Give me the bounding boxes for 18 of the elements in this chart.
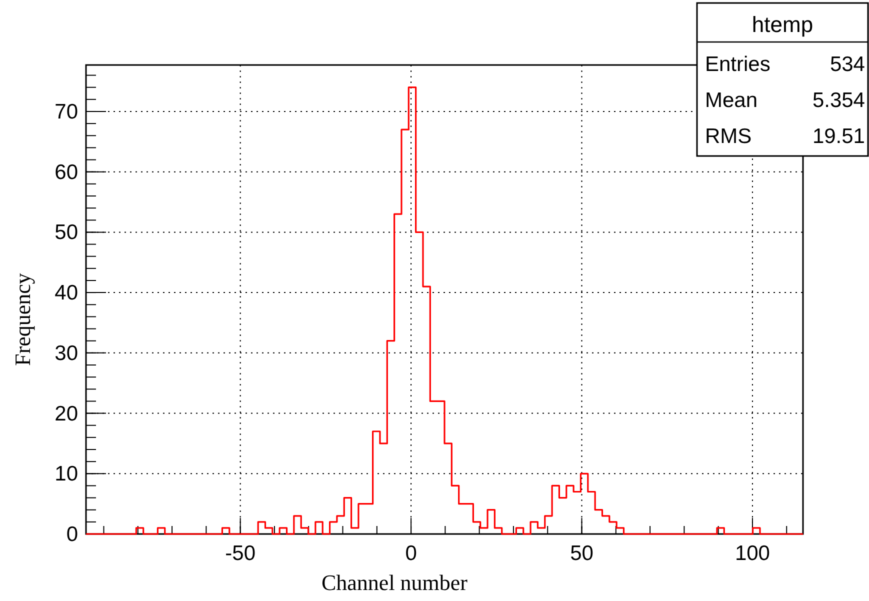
x-tick-label: 100 [734,542,770,565]
y-tick-label: 10 [54,462,78,486]
y-tick-label: 30 [54,342,78,365]
text: Entries 534 [705,53,865,76]
text: RMS 19.51 [705,125,865,148]
y-tick-label: 20 [54,402,78,426]
x-tick-label: 0 [405,542,417,565]
y-tick-label: 60 [54,160,78,184]
y-tick-label: 40 [54,282,78,305]
x-axis-title: Channel number [321,570,468,595]
text: htemp [752,12,814,37]
y-axis-title: Frequency [10,273,35,366]
y-tick-label: 70 [54,100,78,124]
text: Mean 5.354 [705,89,865,112]
x-tick-label: 50 [570,542,594,565]
x-tick-label: -50 [225,542,256,565]
y-tick-label: 0 [66,523,78,546]
y-tick-label: 50 [54,221,78,244]
